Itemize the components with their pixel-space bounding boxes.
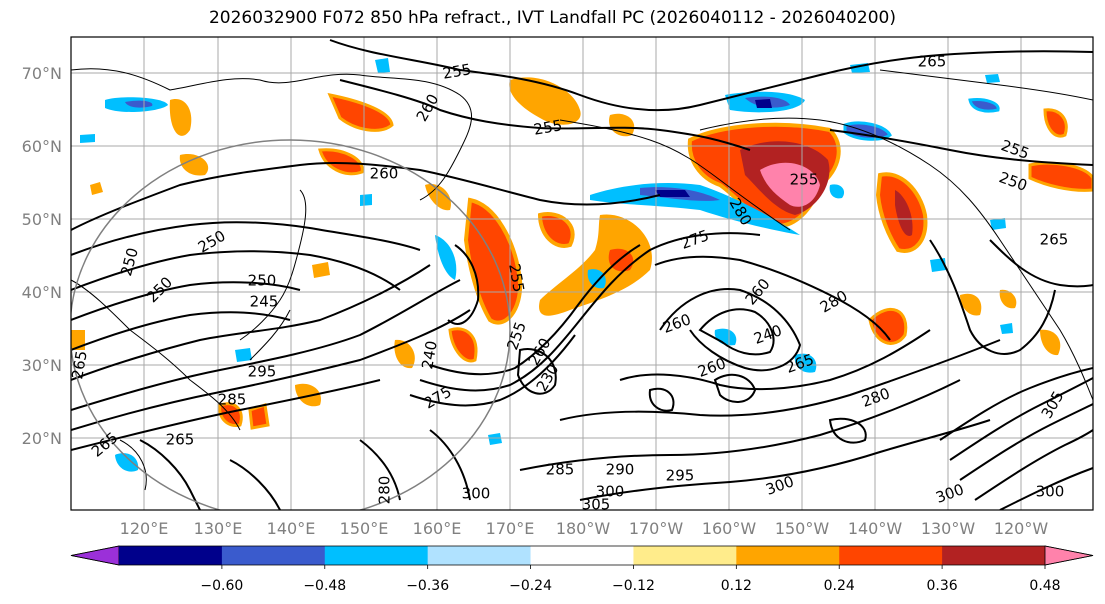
- colorbar-tick-label: 0.12: [721, 578, 752, 594]
- contour-label: 250: [248, 272, 277, 290]
- contour-label: 265: [1040, 231, 1069, 249]
- contour-label: 240: [751, 321, 784, 348]
- colorbar-swatch: [942, 546, 1046, 565]
- longitude-label: 120°W: [994, 519, 1049, 538]
- contour-label: 285: [546, 461, 575, 479]
- longitude-label: 170°E: [486, 519, 535, 538]
- contour-label: 280: [859, 384, 892, 411]
- colorbar-tick-label: −0.24: [509, 578, 552, 594]
- contour-label: 300: [1036, 483, 1065, 501]
- contour-label: 245: [250, 293, 279, 311]
- contour-label: 265: [783, 350, 816, 377]
- map-title: 2026032900 F072 850 hPa refract., IVT La…: [208, 8, 896, 28]
- contour-label: 295: [666, 467, 695, 485]
- contour-label: 300: [933, 480, 966, 507]
- map-frame: [70, 36, 1094, 511]
- longitude-label: 130°W: [921, 519, 976, 538]
- colorbar-swatch: [633, 546, 737, 565]
- colorbar-tick-label: −0.60: [200, 578, 243, 594]
- contour-label: 255: [503, 319, 530, 352]
- contour-label: 280: [376, 476, 394, 505]
- colorbar-swatch: [427, 546, 532, 565]
- contour-label: 250: [997, 168, 1030, 195]
- latitude-label: 30°N: [22, 356, 62, 375]
- contour-label: 300: [462, 485, 491, 503]
- latitude-label: 50°N: [22, 210, 62, 229]
- colorbar-swatch: [221, 546, 326, 565]
- colorbar-tick-label: 0.36: [927, 578, 958, 594]
- latitude-label: 20°N: [22, 429, 62, 448]
- contour-label: 305: [582, 496, 611, 514]
- longitude-label: 140°W: [848, 519, 903, 538]
- contour-label: 250: [117, 246, 142, 278]
- longitude-label: 180°W: [556, 519, 611, 538]
- colorbar: −0.60 −0.48 −0.36 −0.24 −0.12 0.12 0.24 0.36 0.4…: [70, 545, 1094, 594]
- contour-label: 260: [660, 310, 693, 337]
- contour-label: 300: [763, 472, 796, 499]
- contour-label: 275: [678, 226, 711, 253]
- colorbar-swatch: [119, 546, 223, 565]
- colorbar-extend-low: [70, 545, 120, 566]
- graticule: [71, 37, 1093, 510]
- contour-label: 255: [790, 171, 819, 189]
- contour-label: 265: [166, 431, 195, 449]
- contour-label: 255: [441, 60, 472, 83]
- colorbar-extend-high: [1044, 545, 1094, 566]
- contour-label: 260: [370, 165, 399, 183]
- colorbar-swatch: [324, 546, 429, 565]
- longitude-label: 170°W: [629, 519, 684, 538]
- colorbar-swatch: [736, 546, 840, 565]
- contour-label: 240: [418, 339, 441, 370]
- contour-label: 290: [606, 461, 635, 479]
- latitude-label: 60°N: [22, 137, 62, 156]
- contour-label: 265: [68, 349, 91, 380]
- longitude-label: 130°E: [194, 519, 243, 538]
- colorbar-tick-label: 0.48: [1029, 578, 1060, 594]
- refractivity-shading: [71, 58, 1093, 472]
- latitude-labels: 70°N 60°N 50°N 40°N 30°N 20°N: [22, 64, 62, 448]
- contour-label: 260: [413, 91, 443, 125]
- colorbar-tick-label: 0.24: [824, 578, 855, 594]
- latitude-label: 70°N: [22, 64, 62, 83]
- longitude-label: 160°E: [413, 519, 462, 538]
- longitude-label: 150°W: [775, 519, 830, 538]
- longitude-label: 160°W: [702, 519, 757, 538]
- contour-lines: [71, 39, 1093, 510]
- colorbar-tick-label: −0.12: [612, 578, 655, 594]
- contour-label: 255: [505, 262, 528, 293]
- longitude-label: 140°E: [267, 519, 316, 538]
- colorbar-swatch: [839, 546, 943, 565]
- longitude-label: 150°E: [340, 519, 389, 538]
- colorbar-tick-label: −0.36: [406, 578, 449, 594]
- contour-label: 300: [596, 483, 625, 501]
- contour-label: 285: [218, 391, 247, 409]
- contour-label: 255: [532, 116, 563, 139]
- colorbar-tick-label: −0.48: [303, 578, 346, 594]
- contour-label: 295: [248, 363, 277, 381]
- longitude-label: 120°E: [120, 519, 169, 538]
- longitude-labels: 120°E 130°E 140°E 150°E 160°E 170°E 180°W 170°W…: [120, 519, 1049, 538]
- contour-label: 250: [143, 273, 176, 306]
- contour-label: 265: [918, 53, 947, 71]
- landfall-circle: [71, 139, 511, 510]
- latitude-label: 40°N: [22, 283, 62, 302]
- colorbar-swatch: [530, 546, 634, 565]
